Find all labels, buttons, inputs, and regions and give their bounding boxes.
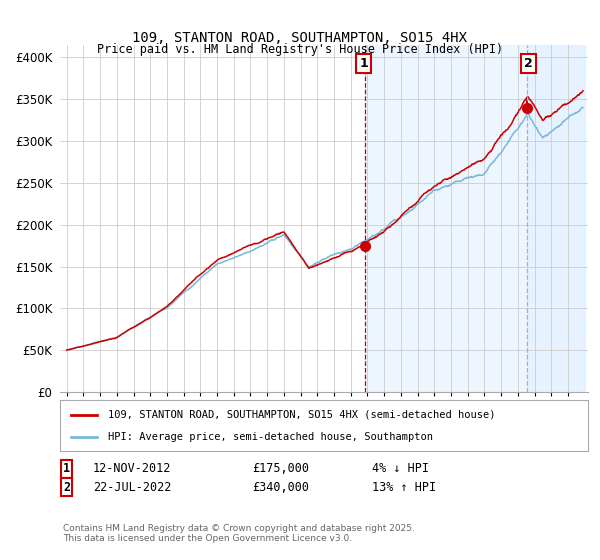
Text: 4% ↓ HPI: 4% ↓ HPI: [372, 462, 429, 475]
Text: 22-JUL-2022: 22-JUL-2022: [93, 480, 172, 494]
Text: 109, STANTON ROAD, SOUTHAMPTON, SO15 4HX: 109, STANTON ROAD, SOUTHAMPTON, SO15 4HX: [133, 31, 467, 45]
Text: Contains HM Land Registry data © Crown copyright and database right 2025.
This d: Contains HM Land Registry data © Crown c…: [63, 524, 415, 543]
Text: Price paid vs. HM Land Registry's House Price Index (HPI): Price paid vs. HM Land Registry's House …: [97, 43, 503, 56]
Text: HPI: Average price, semi-detached house, Southampton: HPI: Average price, semi-detached house,…: [107, 432, 433, 442]
Text: 2: 2: [524, 57, 533, 69]
Text: 109, STANTON ROAD, SOUTHAMPTON, SO15 4HX (semi-detached house): 109, STANTON ROAD, SOUTHAMPTON, SO15 4HX…: [107, 409, 495, 419]
Text: 1: 1: [63, 462, 70, 475]
Text: £175,000: £175,000: [252, 462, 309, 475]
Text: 1: 1: [359, 57, 368, 69]
Bar: [527, 45, 584, 392]
Text: 2: 2: [63, 480, 70, 494]
Text: 12-NOV-2012: 12-NOV-2012: [93, 462, 172, 475]
Bar: [365, 45, 584, 392]
Text: 13% ↑ HPI: 13% ↑ HPI: [372, 480, 436, 494]
Text: £340,000: £340,000: [252, 480, 309, 494]
